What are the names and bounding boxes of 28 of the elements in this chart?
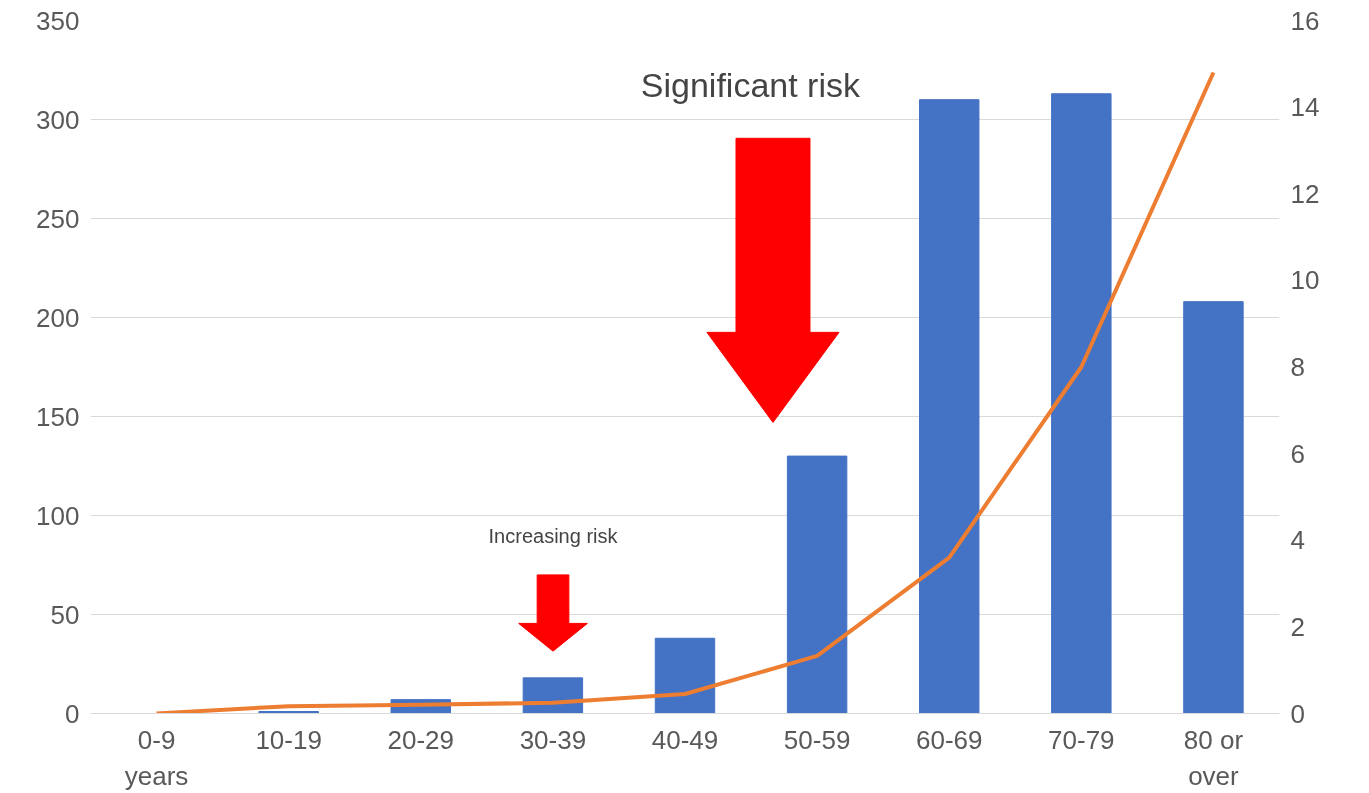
annotation: Significant risk <box>640 65 861 104</box>
y2-tick-label: 6 <box>1290 438 1305 469</box>
y-tick-label: 100 <box>36 500 80 531</box>
y2-tick-label: 12 <box>1290 178 1320 209</box>
x-tick-label: 40-49 <box>651 724 719 755</box>
x-tick-label: 20-29 <box>387 724 455 755</box>
x-tick-label: 50-59 <box>783 724 851 755</box>
y-tick-label: 350 <box>36 5 80 36</box>
y-tick-label: 150 <box>36 401 80 432</box>
y2-tick-label: 2 <box>1290 611 1305 642</box>
annotation: Increasing risk <box>488 525 619 548</box>
x-tick-label: 80 or over <box>1183 724 1244 791</box>
y2-tick-label: 8 <box>1290 352 1305 382</box>
x-tick-label: 10-19 <box>255 724 322 755</box>
y2-tick-label: 10 <box>1290 265 1320 296</box>
y-tick-label: 200 <box>36 302 80 333</box>
x-tick-label: 60-69 <box>915 724 983 755</box>
y-tick-label: 300 <box>36 104 80 135</box>
y2-tick-label: 14 <box>1290 92 1320 123</box>
y-tick-label: 250 <box>36 203 80 234</box>
y2-tick-label: 4 <box>1290 525 1305 556</box>
y2-tick-label: 16 <box>1290 5 1320 36</box>
y-tick-label: 0 <box>65 698 80 729</box>
x-tick-label: 70-79 <box>1048 724 1115 755</box>
x-tick-label: 0-9 years <box>124 724 189 791</box>
y2-tick-label: 0 <box>1290 698 1305 729</box>
x-tick-label: 30-39 <box>519 724 587 755</box>
y-tick-label: 50 <box>50 599 80 630</box>
